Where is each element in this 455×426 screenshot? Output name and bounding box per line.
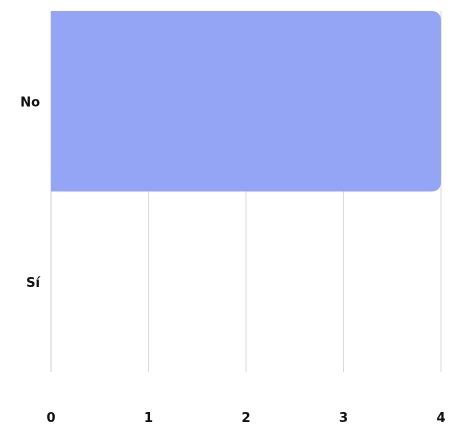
x-tick-label: 3 — [339, 411, 348, 426]
x-tick-label: 4 — [436, 411, 445, 426]
bar-no — [51, 11, 441, 192]
x-tick-label: 1 — [144, 411, 153, 426]
chart-bars — [51, 11, 441, 192]
y-tick-label: Sí — [26, 276, 41, 291]
y-tick-label: No — [20, 95, 40, 110]
x-tick-label: 2 — [241, 411, 250, 426]
y-axis-labels: No Sí — [20, 95, 41, 291]
x-tick-label: 0 — [46, 411, 55, 426]
x-axis-labels: 0 1 2 3 4 — [46, 411, 445, 426]
